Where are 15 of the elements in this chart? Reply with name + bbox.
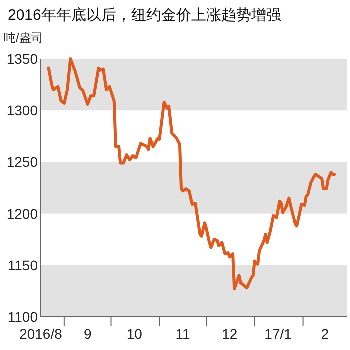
xtick: 9 [84,326,92,342]
xtick: 2016/8 [20,326,62,342]
xtick: 10 [126,326,142,342]
xtick: 11 [176,326,190,342]
ylabel: 吨/盎司 [4,31,44,45]
ytick: 1300 [6,102,38,119]
ytick: 1150 [8,257,38,274]
ytick: 1100 [8,309,38,325]
ytick: 1350 [6,51,38,67]
xtick: 2 [321,326,330,342]
ytick: 1200 [6,206,38,222]
xtick: 17/1 [264,326,292,342]
title: 2016年年底以后，纽约金价上涨趋势增强 [8,7,282,24]
ytick: 1250 [6,154,38,170]
xtick: 12 [222,326,238,342]
